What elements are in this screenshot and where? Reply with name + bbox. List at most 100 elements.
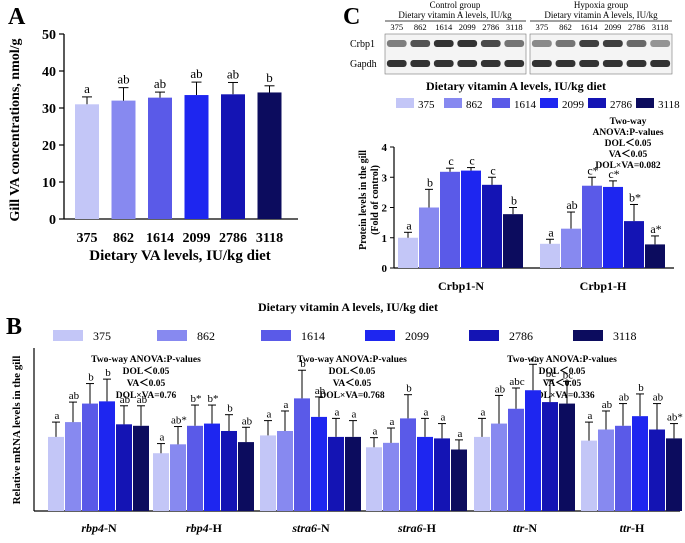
panel-b-bar — [491, 423, 507, 511]
panel-b-bar — [383, 442, 399, 511]
panel-c-legend-label: 375 — [418, 99, 435, 111]
panel-b-sig-label: bc — [563, 369, 574, 381]
panel-a-y-tick-label: 10 — [42, 176, 56, 191]
panel-a-bar-375 — [75, 104, 99, 219]
panel-letter-b: B — [6, 314, 22, 340]
panel-b-bar — [598, 429, 614, 511]
blot-band-gapdh — [579, 60, 600, 67]
panel-b-sig-label: a — [267, 409, 272, 421]
panel-b-sig-label: a — [441, 412, 446, 424]
panel-b-sig-label: a — [424, 406, 429, 418]
panel-c-sig-label: c* — [608, 167, 619, 181]
blot-control-label-1: Control group — [430, 0, 481, 10]
panel-b-legend-title: Dietary vitamin A levels, IU/kg diet — [258, 300, 438, 314]
panel-c-sig-label: c — [490, 163, 495, 177]
panel-b-bar — [508, 408, 524, 511]
panel-c-bar — [561, 228, 581, 268]
blot-lane-label: 1614 — [435, 22, 453, 32]
panel-a-x-tick-label: 2099 — [183, 231, 211, 246]
panel-c-sig-label: b — [511, 194, 517, 208]
panel-b-sig-label: a — [373, 426, 378, 438]
panel-b-bar — [400, 418, 416, 511]
panel-a-bar-2786 — [221, 94, 245, 219]
panel-b-legend-label: 375 — [93, 329, 111, 343]
panel-b-sig-label: b — [88, 372, 94, 384]
blot-band-crbp1 — [531, 40, 552, 47]
panel-b-bar — [525, 390, 541, 511]
blot-lane-label: 3118 — [506, 22, 523, 32]
blot-band-crbp1 — [504, 40, 525, 47]
panel-b-sig-label: ab — [120, 394, 131, 406]
panel-b-sig-label: ab* — [667, 412, 683, 424]
blot-band-crbp1 — [433, 40, 454, 47]
panel-b-bar — [434, 438, 450, 511]
panel-b-bar — [632, 416, 648, 511]
blot-band-gapdh — [386, 60, 407, 67]
blot-band-crbp1 — [626, 40, 647, 47]
panel-b-legend-swatch — [365, 330, 395, 341]
panel-a-y-tick-label: 50 — [42, 28, 56, 43]
panel-b-bar — [474, 436, 490, 511]
panel-c-sig-label: a — [548, 225, 554, 239]
panel-c-sig-label: c — [469, 154, 474, 168]
panel-c-legend-label: 2786 — [610, 99, 633, 111]
panel-c-bar — [645, 244, 665, 268]
panel-b-sig-label: a — [160, 432, 165, 444]
blot-hypoxia-membrane — [529, 33, 673, 75]
panel-b-legend-swatch — [157, 330, 187, 341]
panel-c-legend-label: 1614 — [514, 99, 537, 111]
blot-lane-label: 375 — [535, 22, 548, 32]
panel-c-anova-text: ANOVA:P-values — [592, 128, 663, 138]
panel-b-group-label: stra6-H — [397, 521, 437, 535]
blot-band-gapdh — [626, 60, 647, 67]
panel-a-x-tick-label: 2786 — [219, 231, 247, 246]
panel-c-bar — [419, 207, 439, 268]
panel-c-bar — [624, 221, 644, 268]
panel-b-bar — [260, 435, 276, 511]
panel-c-legend-label: 862 — [466, 99, 483, 111]
panel-c-ylabel-1: Protein levels in the gill — [358, 150, 369, 250]
panel-b-bar — [451, 449, 467, 511]
panel-a-sig-label: ab — [227, 66, 239, 81]
panel-b-sig-label: b — [105, 367, 111, 379]
panel-a-x-tick-label: 862 — [113, 231, 134, 246]
panel-b-legend-label: 3118 — [613, 329, 637, 343]
panel-a-sig-label: ab — [190, 66, 202, 81]
blot-band-crbp1 — [555, 40, 576, 47]
blot-lane-label: 2099 — [459, 22, 476, 32]
panel-a-bar-862 — [111, 100, 136, 219]
panel-b-bar — [48, 436, 64, 511]
panel-b-bar — [65, 422, 81, 511]
blot-band-crbp1 — [650, 40, 671, 47]
panel-b-legend-swatch — [261, 330, 291, 341]
blot-lane-label: 862 — [559, 22, 572, 32]
panel-c-legend-label: 3118 — [658, 99, 680, 111]
blot-band-crbp1 — [480, 40, 501, 47]
panel-b-anova-text: DOL×VA=0.768 — [319, 391, 385, 401]
panel-c-bar — [603, 186, 623, 268]
panel-c-ylabel-2: (Fold of control) — [370, 165, 381, 235]
panel-c-y-tick-label: 0 — [382, 263, 388, 275]
blot-control-membrane — [384, 33, 527, 75]
panel-b-bar — [238, 442, 254, 511]
panel-b-ylabel: Relative mRNA levels in the gill — [11, 356, 23, 505]
panel-b-bar — [311, 416, 327, 511]
panel-b-bar — [116, 424, 132, 511]
panel-b-group-label: stra6-N — [291, 521, 330, 535]
panel-b-legend-swatch — [53, 330, 83, 341]
panel-b-sig-label: ab — [619, 392, 630, 404]
blot-band-gapdh — [480, 60, 501, 67]
panel-b-sig-label: b — [227, 403, 233, 415]
panel-c-group-label: Crbp1-H — [580, 279, 627, 293]
panel-b-sig-label: a — [390, 416, 395, 428]
panel-b-bar — [221, 430, 237, 511]
panel-c-sig-label: c — [448, 154, 453, 168]
blot-band-gapdh — [504, 60, 525, 67]
panel-b-bar — [99, 401, 115, 511]
blot-lane-label: 862 — [414, 22, 427, 32]
blot-band-gapdh — [555, 60, 576, 67]
blot-band-gapdh — [433, 60, 454, 67]
panel-b-anova-text: DOL＜0.05 — [123, 366, 170, 377]
panel-c-bar — [482, 184, 502, 268]
panel-b-anova-text: VA＜0.05 — [333, 378, 372, 389]
